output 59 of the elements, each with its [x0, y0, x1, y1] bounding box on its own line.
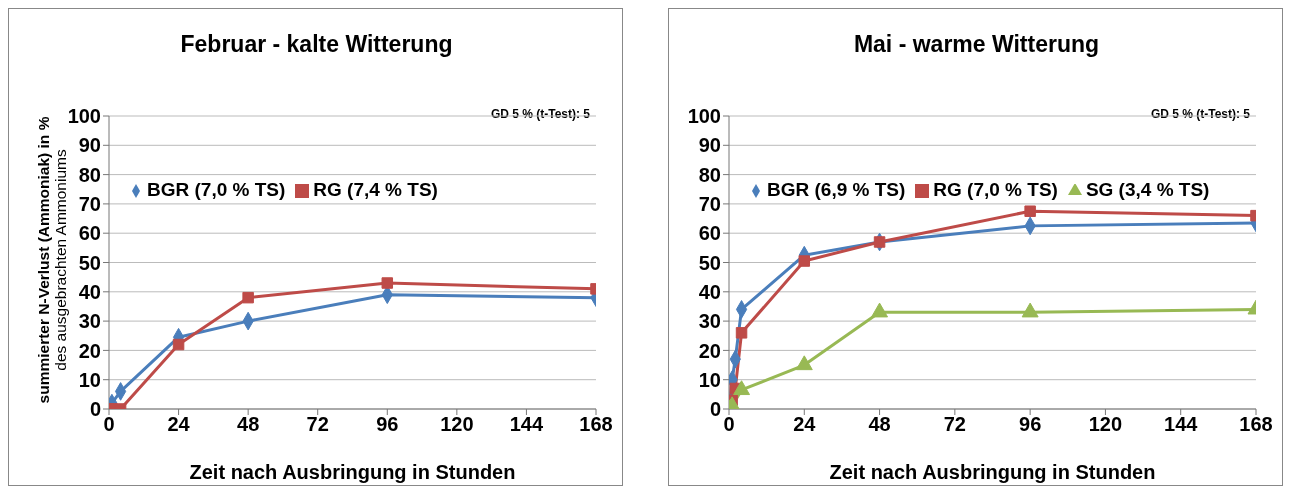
x-tick-label: 72 [943, 413, 966, 436]
y-tick-label: 100 [67, 105, 101, 128]
legend-label: BGR (7,0 % TS) [147, 179, 286, 200]
annotation: GD 5 % (t-Test): 5 [490, 107, 590, 121]
x-tick-label: 96 [376, 413, 399, 436]
point [733, 380, 751, 396]
point [242, 291, 254, 304]
y-tick-label: 90 [698, 134, 721, 157]
y-tick-label: 20 [698, 339, 721, 362]
point [795, 355, 813, 371]
x-tick-label: 24 [167, 413, 191, 436]
point [735, 327, 748, 339]
y-tick-label: 60 [698, 222, 721, 245]
legend-label: RG (7,0 % TS) [933, 179, 1058, 200]
point [798, 255, 811, 267]
legend-label: RG (7,4 % TS) [313, 179, 438, 200]
point [381, 277, 394, 289]
x-tick-label: 120 [1088, 413, 1123, 436]
y-tick-label: 60 [78, 222, 101, 245]
x-tick-label: 168 [1239, 413, 1273, 436]
x-tick-label: 48 [237, 413, 260, 436]
y-tick-label: 10 [78, 368, 101, 391]
legend-label: BGR (6,9 % TS) [767, 179, 906, 200]
x-tick-label: 144 [509, 413, 544, 436]
legend-label: SG (3,4 % TS) [1085, 179, 1210, 200]
y-tick-label: 70 [698, 193, 721, 215]
annotation: GD 5 % (t-Test): 5 [1150, 107, 1250, 121]
y-axis-title: summierter N-Verlust (Ammoniak) in % des ausgebrachten Ammoniums [35, 116, 69, 404]
chart-title: Mai - warme Witterung [852, 31, 1101, 58]
point [873, 236, 886, 248]
x-tick-label: 0 [723, 413, 735, 436]
y-tick-label: 50 [78, 251, 101, 274]
y-tick-label: 40 [78, 280, 101, 303]
y-tick-label: 30 [78, 310, 101, 333]
y-tick-label: 40 [698, 280, 721, 303]
x-tick-label: 0 [103, 413, 115, 436]
y-tick-label: 80 [698, 163, 721, 186]
y-tick-label: 20 [78, 339, 101, 362]
point [1024, 205, 1036, 217]
x-tick-label: 120 [440, 413, 474, 436]
y-tick-label: 0 [709, 398, 721, 421]
y-tick-label: 80 [78, 163, 101, 186]
point [172, 338, 185, 351]
y-tick-label: 50 [698, 251, 721, 274]
chart-title: Februar - kalte Witterung [179, 31, 454, 58]
x-tick-label: 96 [1019, 413, 1042, 436]
y-tick-label: 0 [89, 398, 101, 421]
x-tick-label: 48 [868, 413, 891, 436]
x-tick-label: 168 [579, 413, 613, 436]
x-axis-title: Zeit nach Ausbringung in Stunden [829, 461, 1156, 483]
y-tick-label: 10 [698, 368, 721, 391]
x-axis-title: Zeit nach Ausbringung in Stunden [189, 461, 516, 483]
x-tick-label: 24 [793, 413, 817, 436]
x-tick-label: 72 [306, 413, 329, 436]
y-tick-label: 100 [687, 105, 721, 128]
x-tick-label: 144 [1164, 413, 1199, 436]
y-tick-label: 30 [698, 310, 721, 333]
y-tick-label: 90 [78, 134, 101, 157]
y-tick-label: 70 [78, 193, 101, 215]
